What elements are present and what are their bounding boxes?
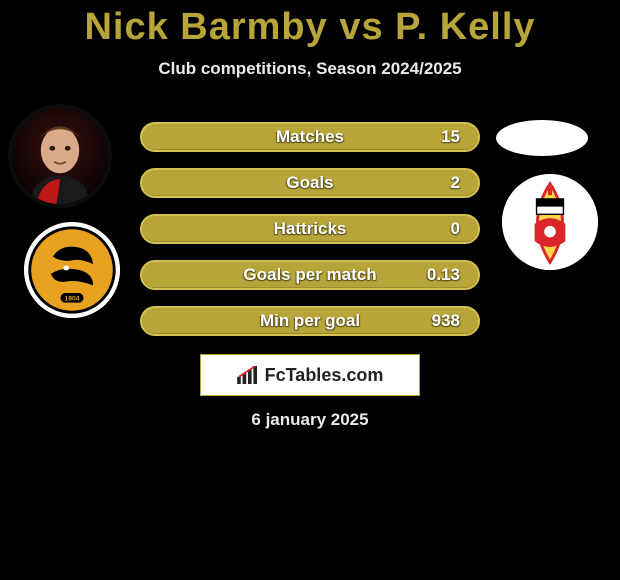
left-club-badge: 1904 (24, 222, 120, 318)
footer-date: 6 january 2025 (0, 410, 620, 430)
left-player-avatar (12, 108, 108, 204)
bar-chart-icon (237, 366, 259, 384)
stat-value-right: 2 (451, 173, 460, 193)
stat-label: Min per goal (142, 311, 478, 331)
stats-block: Matches 15 Goals 2 Hattricks 0 Goals per… (140, 122, 480, 352)
brand-text: FcTables.com (265, 365, 384, 386)
stat-row-goals-per-match: Goals per match 0.13 (140, 260, 480, 290)
stat-label: Hattricks (142, 219, 478, 239)
brand-box[interactable]: FcTables.com (200, 354, 420, 396)
stat-row-min-per-goal: Min per goal 938 (140, 306, 480, 336)
page-title: Nick Barmby vs P. Kelly (0, 0, 620, 49)
stat-value-right: 0.13 (427, 265, 460, 285)
stat-row-matches: Matches 15 (140, 122, 480, 152)
stat-value-right: 15 (441, 127, 460, 147)
stat-row-hattricks: Hattricks 0 (140, 214, 480, 244)
stat-value-right: 938 (432, 311, 460, 331)
stat-row-goals: Goals 2 (140, 168, 480, 198)
svg-text:1904: 1904 (65, 296, 80, 303)
subtitle: Club competitions, Season 2024/2025 (0, 59, 620, 79)
stat-label: Goals (142, 173, 478, 193)
right-club-badge (502, 174, 598, 270)
right-player-avatar (496, 120, 588, 156)
stat-value-right: 0 (451, 219, 460, 239)
stat-label: Matches (142, 127, 478, 147)
